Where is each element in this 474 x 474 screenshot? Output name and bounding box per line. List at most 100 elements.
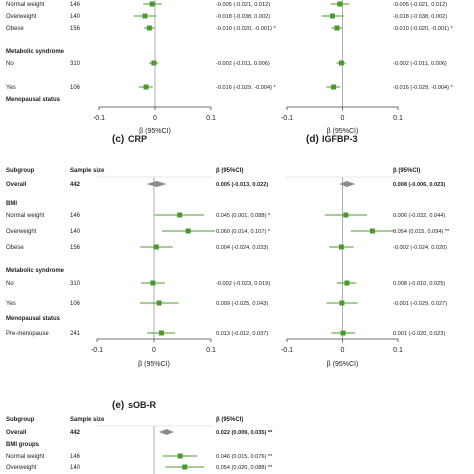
x-axis-label: β (95%CI) <box>138 361 170 368</box>
row-estimate-text: 0.045 (0.001, 0.088) * <box>216 213 271 219</box>
x-tick-label: -0.1 <box>91 347 103 354</box>
x-axis-label: β (95%CI) <box>139 128 171 135</box>
row-estimate-text: 0.005 (-0.013, 0.022) <box>216 182 268 188</box>
row-sample-size: 310 <box>70 281 81 287</box>
point-estimate <box>339 300 345 306</box>
column-header-sample-size: Sample size <box>70 168 105 174</box>
row-sample-size: 140 <box>70 229 81 235</box>
group-header: Metabolic syndrome <box>6 268 65 274</box>
row-estimate-text: -0.002 (-0.011, 0.006) <box>393 61 447 67</box>
row-estimate-text: -0.002 (-0.024, 0.020) <box>393 245 447 251</box>
row-estimate-text: 0.006 (-0.032, 0.044) <box>393 213 445 219</box>
row-estimate-text: 0.001 (-0.020, 0.023) <box>393 331 445 337</box>
row-label: Overall <box>6 182 27 188</box>
group-header: Menopausal status <box>6 316 61 322</box>
point-estimate <box>338 60 344 66</box>
point-estimate <box>156 300 162 306</box>
row-estimate-text: 0.046 (0.015, 0.076) ** <box>216 454 273 460</box>
x-tick-label: 0 <box>153 115 157 122</box>
point-estimate <box>334 25 340 31</box>
row-sample-size: 106 <box>70 85 81 91</box>
row-sample-size: 156 <box>70 245 81 251</box>
row-sample-size: 140 <box>70 465 81 471</box>
row-sample-size: 146 <box>70 213 81 219</box>
row-estimate-text: -0.018 (-0.038, 0.002) <box>216 14 270 20</box>
row-estimate-text: -0.010 (-0.020, -0.001) * <box>393 26 454 32</box>
column-header-estimate: β (95%CI) <box>393 168 420 174</box>
point-estimate <box>177 212 183 218</box>
point-estimate <box>182 464 188 470</box>
row-label: Normal weight <box>6 454 45 460</box>
row-label: No <box>6 61 14 67</box>
forest-panel-0: -0.1 0 0.1 β (95%CI) Normal weight 146 -0.005 … <box>6 0 277 135</box>
row-label: Normal weight <box>6 213 45 219</box>
point-estimate <box>153 244 159 250</box>
point-estimate <box>142 13 148 19</box>
panel-label: (e) <box>112 400 124 411</box>
x-tick-label: 0.1 <box>206 347 216 354</box>
point-estimate <box>149 1 155 7</box>
row-estimate-text: -0.001 (-0.029, 0.027) <box>393 301 447 307</box>
panel-title: sOB-R <box>128 400 157 410</box>
panel-title: IGFBP-3 <box>322 134 358 144</box>
x-tick-label: -0.1 <box>281 347 293 354</box>
column-header-estimate: β (95%CI) <box>216 168 243 174</box>
point-estimate <box>150 280 156 286</box>
row-sample-size: 310 <box>70 61 81 67</box>
panel-label: (d) <box>306 134 319 145</box>
row-label: Obese <box>6 26 24 32</box>
row-sample-size: 442 <box>70 430 81 436</box>
row-label: Yes <box>6 301 16 307</box>
row-estimate-text: 0.008 (-0.010, 0.025) <box>393 281 445 287</box>
point-estimate <box>146 25 152 31</box>
column-header-subgroup: Subgroup <box>6 168 35 174</box>
forest-panel-4: (e) sOB-R Subgroup Sample size β (95%CI) Over… <box>6 400 273 474</box>
row-label: No <box>6 281 14 287</box>
point-estimate <box>337 1 343 7</box>
point-estimate <box>331 84 337 90</box>
row-sample-size: 140 <box>70 14 81 20</box>
point-estimate <box>340 330 346 336</box>
group-header: Metabolic syndrome <box>6 49 65 55</box>
row-estimate-text: -0.005 (-0.021, 0.012) <box>216 2 270 8</box>
column-header-estimate: β (95%CI) <box>216 417 243 423</box>
point-estimate <box>151 60 157 66</box>
x-tick-label: 0.1 <box>393 347 403 354</box>
overall-diamond <box>339 181 356 187</box>
row-label: Overweight <box>6 14 37 20</box>
row-sample-size: 156 <box>70 26 81 32</box>
point-estimate <box>338 244 344 250</box>
row-estimate-text: 0.022 (0.009, 0.035) ** <box>216 430 273 436</box>
point-estimate <box>330 13 336 19</box>
row-label: Overweight <box>6 229 37 235</box>
overall-diamond <box>146 181 167 187</box>
x-tick-label: -0.1 <box>93 115 105 122</box>
row-label: Pre-menopause <box>6 331 49 337</box>
row-estimate-text: -0.016 (-0.029, -0.004) * <box>216 85 277 91</box>
row-estimate-text: 0.008 (-0.006, 0.023) <box>393 182 445 188</box>
row-sample-size: 106 <box>70 301 81 307</box>
row-sample-size: 146 <box>70 454 81 460</box>
point-estimate <box>177 453 183 459</box>
point-estimate <box>344 280 350 286</box>
point-estimate <box>185 228 191 234</box>
row-estimate-text: -0.010 (-0.020, -0.001) * <box>216 26 277 32</box>
row-estimate-text: -0.016 (-0.029, -0.004) * <box>393 85 454 91</box>
row-estimate-text: 0.054 (0.020, 0.088) ** <box>216 465 273 471</box>
column-header-subgroup: Subgroup <box>6 417 35 423</box>
row-estimate-text: -0.005 (-0.021, 0.012) <box>393 2 447 8</box>
overall-diamond <box>159 429 174 435</box>
x-axis-label: β (95%CI) <box>327 128 359 135</box>
row-label: Obese <box>6 245 24 251</box>
group-header: BMI groups <box>6 442 40 448</box>
x-tick-label: 0 <box>341 347 345 354</box>
panel-label: (c) <box>112 134 124 145</box>
x-tick-label: 0 <box>152 347 156 354</box>
column-header-sample-size: Sample size <box>70 417 105 423</box>
row-estimate-text: 0.013 (-0.012, 0.037) <box>216 331 268 337</box>
x-tick-label: 0.1 <box>206 115 216 122</box>
row-estimate-text: 0.009 (-0.025, 0.043) <box>216 301 268 307</box>
panel-title: CRP <box>128 134 147 144</box>
x-tick-label: 0.1 <box>393 115 403 122</box>
